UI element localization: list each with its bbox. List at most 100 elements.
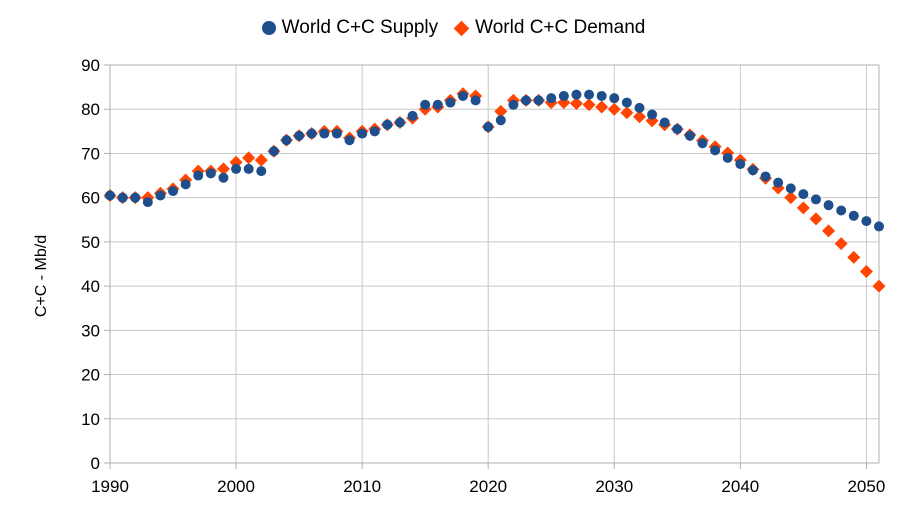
supply-point (773, 177, 784, 188)
supply-point (331, 128, 342, 139)
demand-point (242, 151, 256, 165)
x-tick-label: 2040 (721, 477, 759, 496)
supply-point (760, 171, 771, 182)
x-tick-label: 1990 (91, 477, 129, 496)
supply-point (407, 110, 418, 121)
supply-point (193, 170, 204, 181)
y-tick-label: 80 (81, 100, 100, 119)
legend: World C+C Supply World C+C Demand (0, 14, 907, 42)
legend-label-supply: World C+C Supply (281, 17, 439, 38)
supply-point (659, 117, 670, 128)
supply-point (810, 194, 821, 205)
x-tick-label: 2030 (595, 477, 633, 496)
y-tick-label: 50 (81, 233, 100, 252)
demand-point (834, 237, 848, 251)
demand-point (216, 162, 230, 176)
supply-point (647, 109, 658, 120)
supply-point (609, 93, 620, 104)
supply-point (508, 99, 519, 110)
supply-point (672, 124, 683, 135)
demand-point (847, 250, 861, 264)
supply-point (105, 190, 115, 201)
supply-point (836, 205, 847, 216)
y-tick-label: 20 (81, 366, 100, 385)
supply-point (495, 115, 506, 126)
supply-point (294, 130, 305, 141)
supply-point (420, 99, 431, 110)
supply-point (722, 152, 733, 163)
supply-point (874, 221, 884, 232)
supply-point (823, 200, 834, 211)
supply-point (445, 97, 456, 108)
supply-point (697, 138, 708, 149)
y-tick-label: 10 (81, 410, 100, 429)
supply-point (684, 130, 695, 141)
x-tick-labels: 1990 2000 2010 2020 2030 2040 2050 (91, 477, 885, 496)
supply-point (268, 146, 279, 157)
supply-point (394, 117, 405, 128)
supply-point (281, 135, 292, 146)
supply-point (470, 95, 481, 106)
supply-point (231, 163, 242, 174)
supply-point (319, 128, 330, 139)
supply-point (432, 99, 443, 110)
supply-point (180, 179, 191, 190)
supply-point (382, 119, 393, 130)
supply-point (483, 121, 494, 132)
demand-point (784, 191, 798, 205)
demand-point (822, 224, 836, 238)
x-tick-label: 2010 (343, 477, 381, 496)
supply-point (861, 216, 872, 227)
supply-point (457, 90, 468, 101)
y-tick-label: 0 (91, 454, 100, 473)
supply-point (117, 192, 128, 203)
supply-point (533, 95, 544, 106)
legend-marker-supply-circle-icon (261, 21, 276, 35)
supply-point (256, 166, 267, 177)
y-tick-label: 30 (81, 321, 100, 340)
supply-point (243, 163, 254, 174)
y-tick-label: 90 (81, 56, 100, 75)
supply-point (369, 126, 380, 137)
plot-area-border (109, 64, 880, 464)
demand-point (859, 265, 873, 279)
legend-item-supply: World C+C Supply (261, 17, 439, 39)
supply-point (168, 186, 179, 197)
demand-point (595, 100, 609, 114)
legend-item-demand: World C+C Demand (453, 17, 646, 39)
supply-point (155, 190, 166, 201)
supply-point (142, 197, 153, 208)
supply-point (218, 172, 229, 183)
demand-point (582, 98, 596, 112)
supply-point (785, 183, 796, 194)
demand-point (494, 104, 508, 118)
supply-point (747, 165, 758, 176)
demand-point (620, 106, 634, 120)
demand-point (872, 279, 886, 293)
y-tick-label: 60 (81, 189, 100, 208)
supply-point (130, 192, 141, 203)
supply-point (521, 95, 532, 106)
legend-label-demand: World C+C Demand (475, 17, 646, 38)
demand-point (607, 102, 621, 116)
supply-point (546, 93, 557, 104)
supply-point (798, 189, 809, 200)
supply-point (584, 89, 595, 100)
supply-point (735, 159, 746, 170)
supply-point (344, 135, 355, 146)
y-tick-labels: 0 10 20 30 40 50 60 70 80 90 (81, 56, 100, 473)
supply-point (306, 128, 317, 139)
y-tick-label: 40 (81, 277, 100, 296)
supply-point (357, 128, 368, 139)
supply-point (848, 210, 859, 221)
x-tick-label: 2050 (847, 477, 885, 496)
demand-point (809, 212, 823, 226)
supply-point (596, 90, 607, 101)
grid-lines (109, 64, 879, 464)
supply-point (710, 145, 721, 156)
supply-point (571, 89, 582, 100)
supply-point (205, 168, 216, 179)
y-tick-label: 70 (81, 144, 100, 163)
demand-point (569, 96, 583, 110)
